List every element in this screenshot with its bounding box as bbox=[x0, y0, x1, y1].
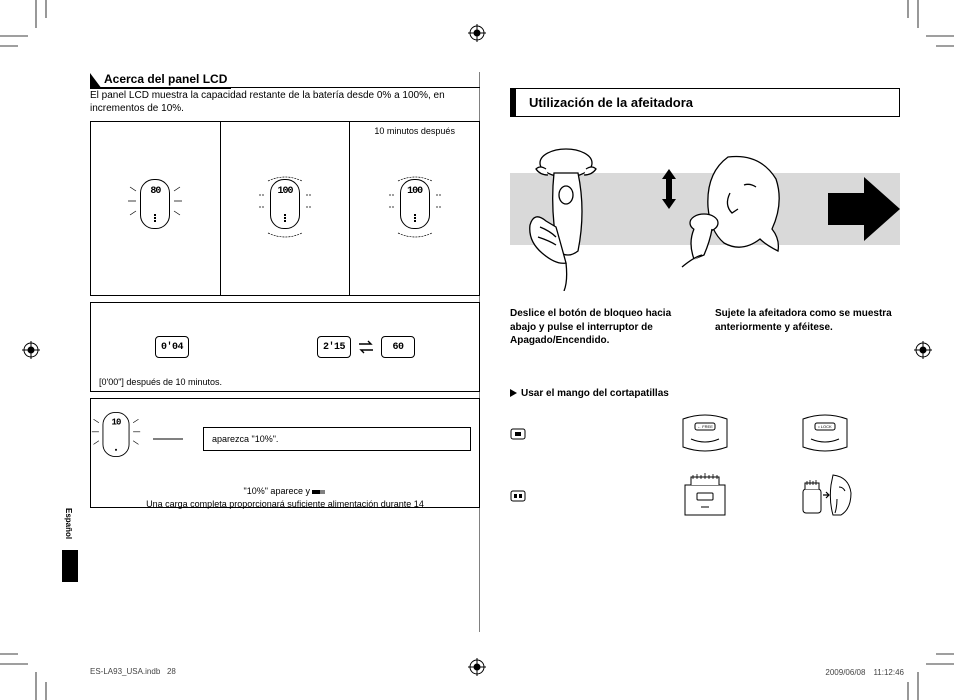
bullet-icon bbox=[510, 389, 517, 397]
face-shaving-icon bbox=[680, 149, 790, 279]
registration-top-icon bbox=[468, 24, 486, 42]
lcd-value: 100 bbox=[271, 186, 299, 197]
usage-illustration bbox=[510, 135, 900, 295]
language-tab: Español bbox=[62, 550, 78, 614]
big-arrow-icon bbox=[828, 173, 900, 245]
lcd-shaver-icon: 100 bbox=[398, 177, 432, 241]
lcd-cell-1: 80 bbox=[91, 122, 221, 295]
timer-footnote: [0'00"] después de 10 minutos. bbox=[99, 377, 222, 387]
svg-text:← FREE: ← FREE bbox=[697, 424, 713, 429]
right-title: Utilización de la afeitadora bbox=[529, 95, 889, 110]
callout-line-icon bbox=[153, 438, 183, 440]
trimmer-subhead: Usar el mango del cortapatillas bbox=[510, 388, 900, 399]
lcd-states-box: 80 100 10 minutos después bbox=[90, 121, 480, 296]
left-column: Acerca del panel LCD El panel LCD muestr… bbox=[90, 72, 480, 508]
shaver-head-lock-icon: • LOCK bbox=[797, 409, 853, 457]
registration-left-icon bbox=[22, 341, 40, 359]
updown-arrow-icon bbox=[658, 167, 680, 211]
lcd-value: 80 bbox=[141, 186, 169, 197]
step-1: Deslice el botón de bloqueo hacia abajo … bbox=[510, 307, 695, 348]
section-header: Acerca del panel LCD bbox=[90, 72, 480, 89]
step-2: Sujete la afeitadora como se muestra ant… bbox=[715, 307, 900, 348]
intro-text: El panel LCD muestra la capacidad restan… bbox=[90, 89, 480, 115]
crop-mark-bl bbox=[0, 644, 56, 700]
lcd-timer-right-b: 60 bbox=[381, 336, 415, 358]
lcd-shaver-icon: 10 bbox=[101, 410, 132, 468]
footer-filename: ES-LA93_USA.indb 28 bbox=[90, 667, 176, 678]
right-column: Utilización de la afeitadora bbox=[510, 72, 900, 521]
sideburn-trim-icon bbox=[797, 471, 853, 519]
footer: ES-LA93_USA.indb 28 2009/06/08 11:12:46 bbox=[90, 667, 904, 678]
registration-right-icon bbox=[914, 341, 932, 359]
low-battery-text: "10%" aparece y Una carga completa propo… bbox=[99, 485, 471, 510]
content-area: Acerca del panel LCD El panel LCD muestr… bbox=[90, 72, 890, 657]
lcd-value: 10 bbox=[103, 418, 128, 428]
page: Español Acerca del panel LCD El panel LC… bbox=[0, 0, 954, 700]
steps-row: Deslice el botón de bloqueo hacia abajo … bbox=[510, 307, 900, 348]
lcd-cell-3: 10 minutos después 100 bbox=[350, 122, 479, 295]
lock-free-icon bbox=[510, 425, 526, 441]
swap-icon bbox=[357, 340, 375, 354]
crop-mark-br bbox=[898, 644, 954, 700]
right-title-box: Utilización de la afeitadora bbox=[510, 88, 900, 117]
shaver-head-free-icon: ← FREE bbox=[677, 409, 733, 457]
lcd-cell-2: 100 bbox=[221, 122, 351, 295]
lcd-timer-box: 0'04 2'15 60 [0'00"] después de 10 minut… bbox=[90, 302, 480, 392]
column-divider bbox=[479, 72, 480, 632]
lcd-value: 100 bbox=[401, 186, 429, 197]
crop-mark-tr bbox=[898, 0, 954, 56]
cell-label: 10 minutos después bbox=[354, 126, 475, 136]
hand-shaver-icon bbox=[516, 141, 636, 291]
section-title: Acerca del panel LCD bbox=[100, 72, 231, 89]
lock-closed-icon bbox=[510, 487, 526, 503]
lcd-shaver-icon: 80 bbox=[138, 177, 172, 241]
lcd-low-battery-box: 10 aparezca "10%". "10%" aparece y Una c… bbox=[90, 398, 480, 508]
lcd-timer-left: 0'04 bbox=[155, 336, 189, 358]
lcd-timer-right-a: 2'15 bbox=[317, 336, 351, 358]
plug-icon bbox=[312, 488, 326, 496]
trimmer-grid: ← FREE • LOCK bbox=[510, 407, 900, 521]
svg-text:• LOCK: • LOCK bbox=[819, 424, 833, 429]
language-label: Español bbox=[64, 508, 73, 539]
footer-timestamp: 2009/06/08 11:12:46 bbox=[825, 667, 904, 678]
shaver-trimmer-up-icon bbox=[677, 471, 733, 519]
lcd-shaver-icon: 100 bbox=[268, 177, 302, 241]
crop-mark-tl bbox=[0, 0, 56, 56]
callout-text: aparezca "10%". bbox=[203, 427, 471, 451]
